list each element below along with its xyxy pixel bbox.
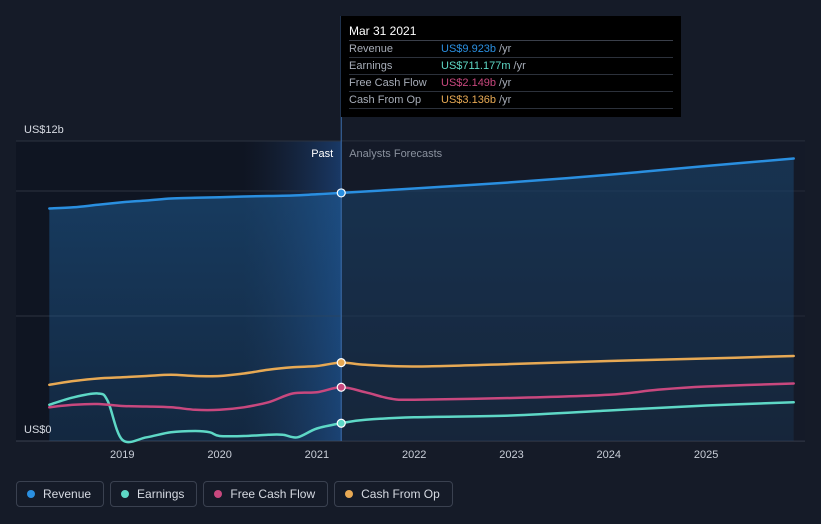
tooltip-row-cash-from-op: Cash From Op US$3.136b /yr: [349, 92, 673, 109]
tooltip-value: US$9.923b: [441, 43, 497, 55]
x-tick-label: 2025: [694, 449, 718, 461]
legend-label: Free Cash Flow: [230, 487, 316, 501]
tooltip-label: Free Cash Flow: [349, 77, 427, 89]
y-axis-label-bottom: US$0: [24, 424, 52, 436]
legend: Revenue Earnings Free Cash Flow Cash Fro…: [16, 481, 453, 507]
tooltip-label: Cash From Op: [349, 94, 422, 106]
revenue-point: [336, 188, 346, 198]
legend-label: Cash From Op: [361, 487, 440, 501]
legend-item-earnings[interactable]: Earnings: [110, 481, 198, 507]
tooltip-value: US$2.149b: [441, 77, 497, 89]
earnings-point: [336, 418, 346, 428]
tooltip-row-earnings: Earnings US$711.177m /yr: [349, 58, 673, 75]
y-axis-label-top: US$12b: [24, 124, 64, 136]
cash-from-op-line: [48, 354, 795, 387]
tooltip-unit: /yr: [499, 94, 512, 106]
earnings-line: [48, 392, 795, 444]
tooltip-value: US$3.136b: [441, 94, 497, 106]
x-tick-label: 2024: [597, 449, 621, 461]
tooltip-row-free-cash-flow: Free Cash Flow US$2.149b /yr: [349, 75, 673, 92]
earnings-dot-icon: [121, 490, 130, 498]
tooltip-unit: /yr: [513, 60, 526, 72]
x-tick-label: 2019: [110, 449, 134, 461]
free-cash-flow-point: [336, 382, 346, 392]
legend-item-free-cash-flow[interactable]: Free Cash Flow: [203, 481, 329, 507]
legend-item-cash-from-op[interactable]: Cash From Op: [334, 481, 453, 507]
x-tick-label: 2020: [207, 449, 231, 461]
x-tick-label: 2023: [499, 449, 523, 461]
free-cash-flow-line: [48, 382, 795, 412]
x-tick-label: 2021: [305, 449, 329, 461]
tooltip-unit: /yr: [499, 43, 512, 55]
x-tick-label: 2022: [402, 449, 426, 461]
legend-label: Revenue: [43, 487, 92, 501]
forecast-region: [341, 141, 805, 441]
tooltip-date: Mar 31 2021: [349, 24, 673, 41]
cash-from-op-dot-icon: [345, 490, 354, 498]
revenue-dot-icon: [27, 490, 35, 498]
revenue-area: [49, 158, 794, 441]
past-label: Past: [311, 148, 333, 160]
revenue-line: [48, 157, 795, 210]
free-cash-flow-dot-icon: [214, 490, 223, 498]
forecast-label: Analysts Forecasts: [349, 148, 442, 160]
tooltip-row-revenue: Revenue US$9.923b /yr: [349, 41, 673, 58]
legend-label: Earnings: [137, 487, 185, 501]
legend-item-revenue[interactable]: Revenue: [16, 481, 105, 507]
tooltip-label: Revenue: [349, 43, 394, 55]
tooltip-unit: /yr: [499, 77, 512, 89]
tooltip: Mar 31 2021 Revenue US$9.923b /yr Earnin…: [341, 16, 681, 117]
tooltip-label: Earnings: [349, 60, 393, 72]
cash-from-op-point: [336, 358, 346, 368]
tooltip-value: US$711.177m: [441, 60, 511, 72]
